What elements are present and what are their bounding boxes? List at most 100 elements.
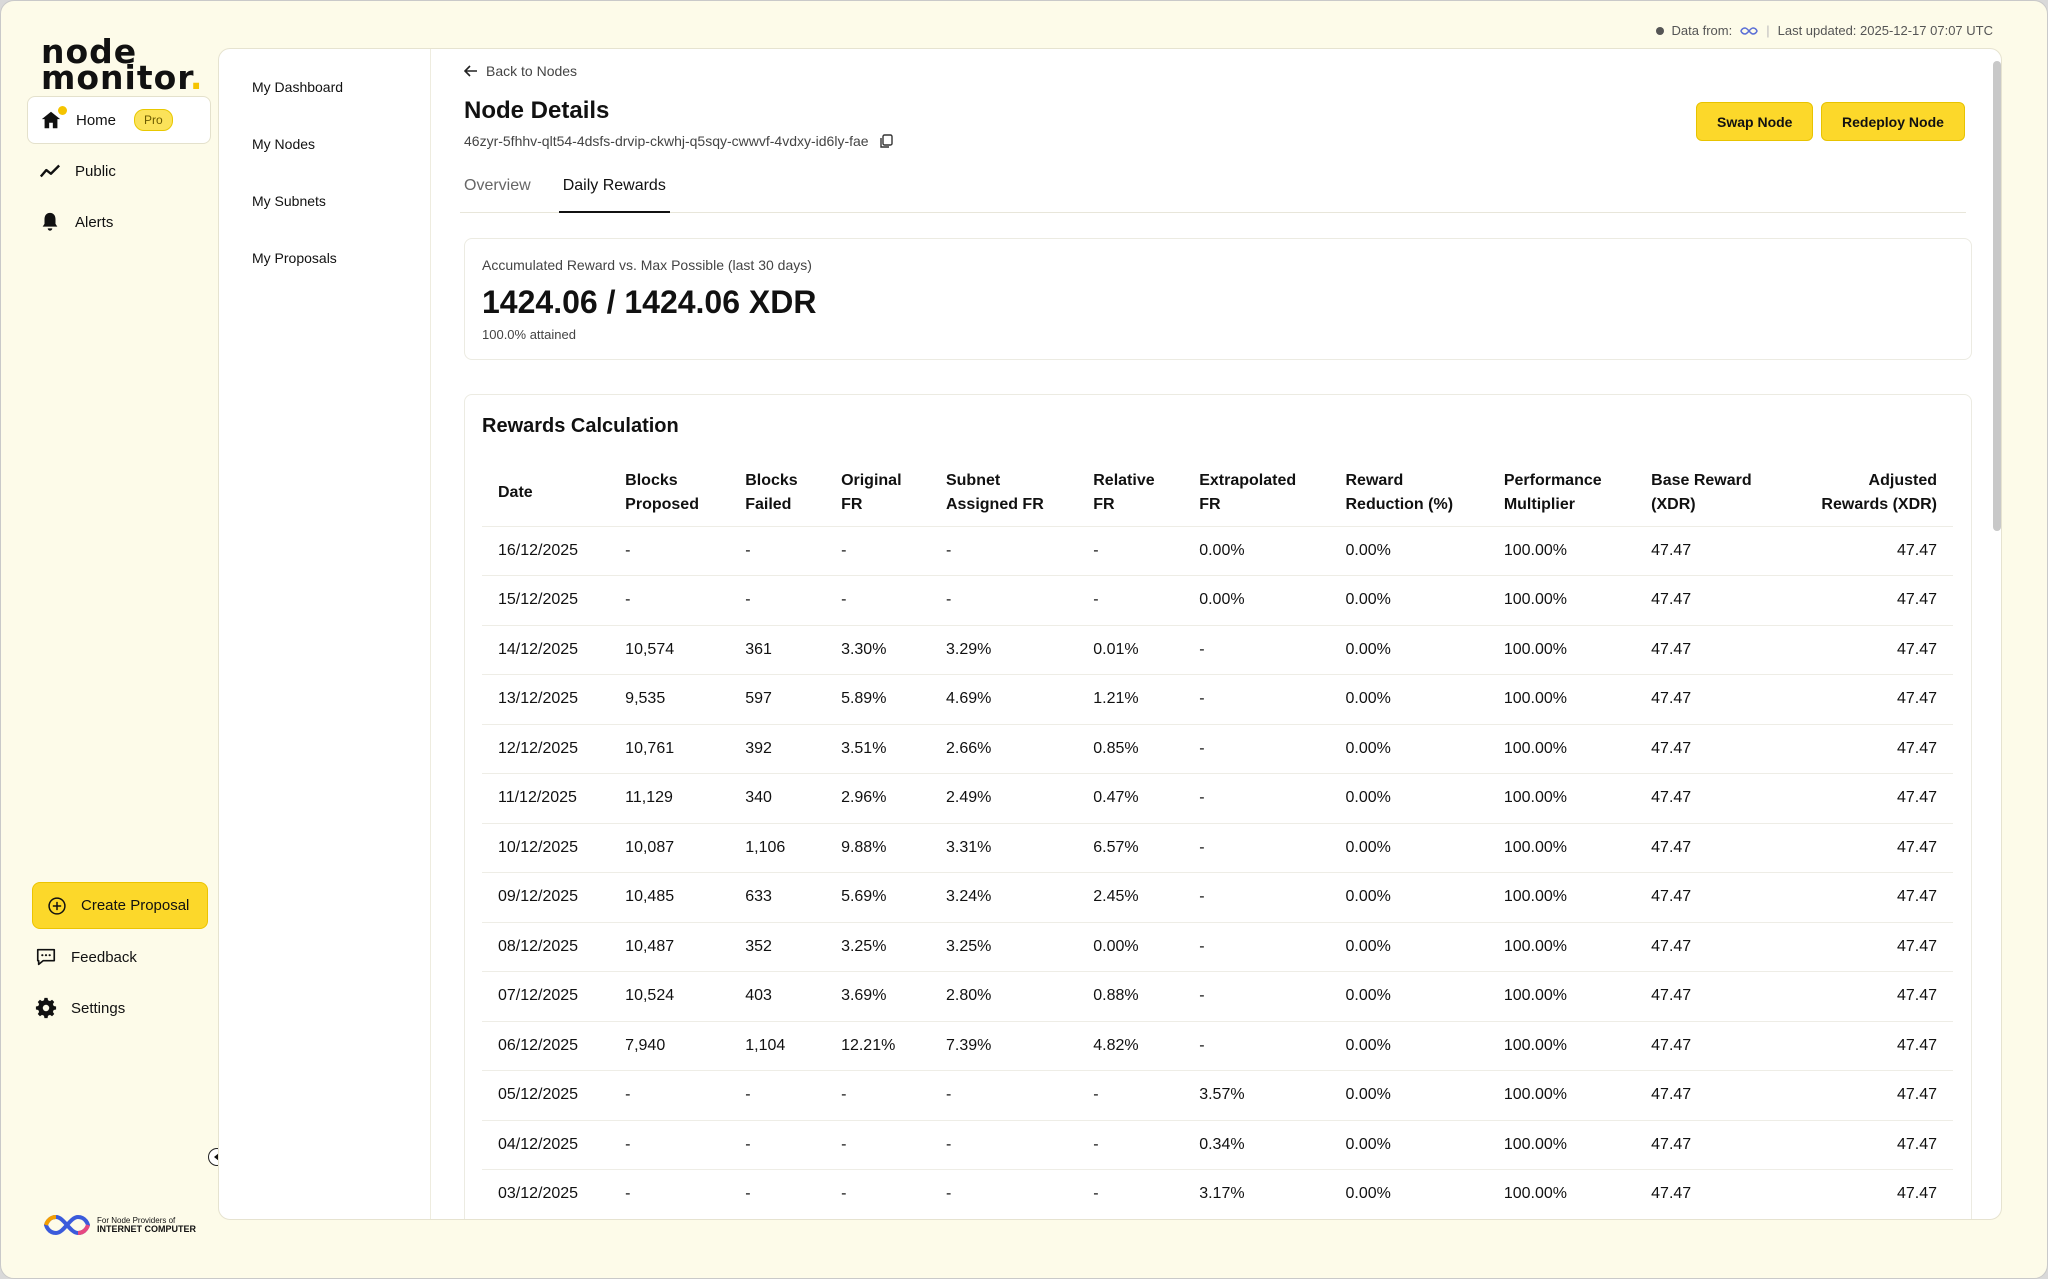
table-cell: 4.82% — [1077, 1021, 1184, 1071]
table-cell: 10,485 — [609, 872, 730, 923]
table-cell: 0.00% — [1329, 773, 1488, 824]
table-cell: 9.88% — [825, 823, 930, 873]
sidebar-item-home[interactable]: Home Pro — [27, 96, 211, 144]
table-cell: - — [1183, 1021, 1330, 1071]
column-header: Adjusted Rewards (XDR) — [1785, 460, 1953, 527]
table-cell: 47.47 — [1785, 922, 1953, 972]
sidebar-item-public[interactable]: Public — [27, 147, 211, 195]
table-row: 08/12/2025 10,487 352 3.25% 3.25% 0.00% -0.00%… — [482, 922, 1953, 972]
table-cell: 0.00% — [1329, 674, 1488, 725]
table-row: 03/12/2025- - - - -3.17% 0.00% 100.00% 47.47 47.… — [482, 1169, 1953, 1219]
table-cell: 47.47 — [1785, 625, 1953, 675]
table-cell: 0.00% — [1329, 625, 1488, 675]
rewards-title: Rewards Calculation — [482, 415, 679, 437]
table-cell: 100.00% — [1487, 1169, 1636, 1219]
table-cell: 100.00% — [1487, 575, 1636, 626]
table-cell: 100.00% — [1487, 1070, 1636, 1121]
last-updated: Last updated: 2025-12-17 07:07 UTC — [1777, 23, 1993, 38]
scrollbar[interactable] — [1993, 61, 2001, 531]
table-cell: - — [1183, 724, 1330, 774]
swap-node-button[interactable]: Swap Node — [1696, 102, 1814, 141]
table-cell: - — [1183, 674, 1330, 725]
tab-overview[interactable]: Overview — [464, 177, 531, 194]
table-row: 07/12/2025 10,524 403 3.69% 2.80% 0.88% -0.00%… — [482, 971, 1953, 1022]
table-body: 16/12/2025- - - - -0.00% 0.00% 100.00% 47.47 47.… — [482, 526, 1953, 1219]
redeploy-node-button[interactable]: Redeploy Node — [1821, 102, 1965, 141]
subnav-item-my-proposals[interactable]: My Proposals — [252, 250, 337, 266]
page-title: Node Details — [464, 97, 610, 124]
table-cell: 47.47 — [1635, 971, 1786, 1022]
column-header-text: Date — [498, 483, 533, 501]
table-cell: 3.24% — [929, 872, 1078, 923]
table-cell: 0.00% — [1329, 724, 1488, 774]
column-header-text: Reduction (%) — [1345, 495, 1454, 513]
table-cell: 100.00% — [1487, 971, 1636, 1022]
column-header: Original FR — [825, 460, 930, 527]
table-row: 09/12/2025 10,485 633 5.69% 3.24% 2.45% -0.00%… — [482, 872, 1953, 923]
column-header-text: Reward — [1345, 471, 1404, 489]
arrow-left-icon — [464, 65, 477, 77]
table-cell: 47.47 — [1785, 872, 1953, 923]
table-row: 12/12/2025 10,761 392 3.51% 2.66% 0.85% -0.00%… — [482, 724, 1953, 774]
table-cell: 392 — [729, 724, 826, 774]
attained-text: 100.0% attained — [482, 327, 576, 342]
subnav-item-my-subnets[interactable]: My Subnets — [252, 193, 326, 209]
column-header: Base Reward (XDR) — [1635, 460, 1786, 527]
copy-icon[interactable] — [879, 134, 893, 148]
column-header-text: (XDR) — [1651, 495, 1696, 513]
table-cell: 47.47 — [1785, 1070, 1953, 1121]
sidebar-item-alerts[interactable]: Alerts — [27, 198, 211, 246]
accumulated-label: Accumulated Reward vs. Max Possible (las… — [482, 257, 812, 273]
sidebar-item-label: Alerts — [75, 213, 114, 231]
app-logo[interactable]: node monitor. — [41, 35, 203, 94]
table-cell: 07/12/2025 — [482, 971, 610, 1022]
table-cell: 0.00% — [1329, 575, 1488, 626]
table-cell: 3.29% — [929, 625, 1078, 675]
subnav-item-my-dashboard[interactable]: My Dashboard — [252, 79, 344, 95]
subnav: My Dashboard My Nodes My Subnets My Prop… — [219, 49, 431, 1219]
table-cell: 14/12/2025 — [482, 625, 610, 675]
table-cell: 10,487 — [609, 922, 730, 972]
tab-daily-rewards[interactable]: Daily Rewards — [558, 177, 670, 213]
table-cell: 5.69% — [825, 872, 930, 923]
table-cell: 47.47 — [1785, 724, 1953, 774]
table-cell: 0.47% — [1077, 773, 1184, 824]
column-header-text: FR — [841, 495, 863, 513]
column-header-text: Assigned FR — [945, 495, 1044, 513]
collapse-icon — [214, 1153, 219, 1161]
back-to-nodes-link[interactable]: Back to Nodes — [464, 63, 577, 79]
logo-line2: monitor — [41, 58, 190, 97]
feedback-button[interactable]: Feedback — [35, 946, 137, 968]
sidebar-item-label: Public — [75, 162, 116, 180]
table-cell: - — [1077, 1120, 1184, 1170]
column-header-text: Extrapolated — [1199, 471, 1297, 489]
bell-icon — [39, 211, 61, 233]
table-cell: 47.47 — [1785, 773, 1953, 824]
chat-icon — [36, 948, 56, 966]
table-cell: 100.00% — [1487, 625, 1636, 675]
table-cell: 04/12/2025 — [482, 1120, 610, 1170]
pro-badge: Pro — [134, 109, 173, 131]
table-cell: 7,940 — [609, 1021, 730, 1071]
table-cell: 47.47 — [1785, 971, 1953, 1022]
create-proposal-button[interactable]: Create Proposal — [32, 882, 208, 929]
table-cell: - — [609, 1169, 730, 1219]
table-cell: 47.47 — [1635, 674, 1786, 725]
table-cell: 1,106 — [729, 823, 826, 873]
table-cell: 100.00% — [1487, 1021, 1636, 1071]
footer-text: For Node Providers of INTERNET COMPUTER — [97, 1216, 196, 1234]
settings-button[interactable]: Settings — [35, 997, 125, 1019]
table-cell: 403 — [729, 971, 826, 1022]
table-cell: 100.00% — [1487, 674, 1636, 725]
table-cell: 10/12/2025 — [482, 823, 610, 873]
table-cell: 352 — [729, 922, 826, 972]
settings-label: Settings — [71, 999, 126, 1017]
subnav-item-my-nodes[interactable]: My Nodes — [252, 136, 316, 152]
table-cell: 03/12/2025 — [482, 1169, 610, 1219]
table-cell: 100.00% — [1487, 823, 1636, 873]
column-header-text: Failed — [745, 495, 792, 513]
table-cell: 0.00% — [1183, 526, 1330, 576]
table-cell: - — [609, 526, 730, 576]
column-header-text: Proposed — [625, 495, 699, 513]
footer-line1: For Node Providers of — [97, 1216, 176, 1225]
